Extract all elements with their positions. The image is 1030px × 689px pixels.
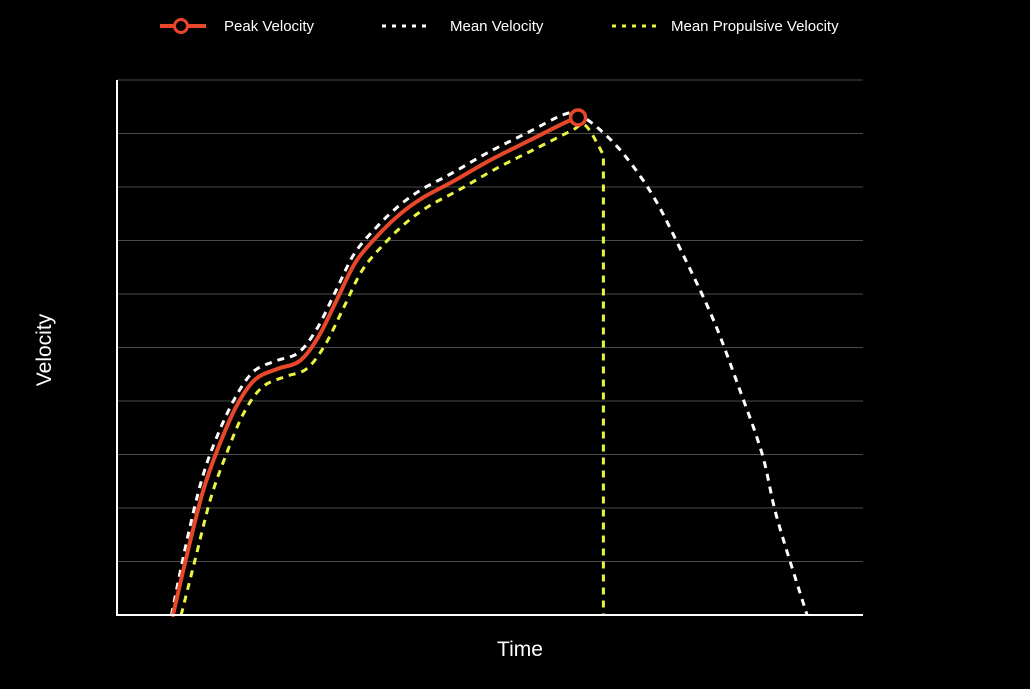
series-line-peak-velocity [170, 115, 581, 617]
legend-item-mean-velocity[interactable]: Mean Velocity [382, 12, 543, 40]
legend: Peak Velocity Mean Velocity Mean Propuls… [0, 12, 1030, 40]
legend-item-peak-velocity[interactable]: Peak Velocity [160, 12, 314, 40]
series-line-mean-propulsive-velocity [179, 122, 605, 616]
legend-swatch-mean-velocity [382, 24, 428, 28]
legend-label-mean-propulsive-velocity: Mean Propulsive Velocity [671, 17, 839, 35]
y-axis-title: Velocity [33, 313, 56, 387]
peak-markers [568, 108, 588, 127]
legend-swatch-mean-propulsive-velocity [612, 24, 658, 28]
legend-swatch-peak-velocity [160, 18, 206, 34]
legend-label-peak-velocity: Peak Velocity [224, 17, 315, 35]
legend-item-mean-propulsive-velocity[interactable]: Mean Propulsive Velocity [612, 12, 839, 40]
gridlines [117, 79, 863, 562]
series-line-mean-velocity [169, 111, 809, 616]
peak-marker-peak-velocity [568, 108, 588, 127]
series-group [169, 111, 809, 617]
x-axis-title: Time [497, 638, 543, 661]
legend-label-mean-velocity: Mean Velocity [450, 17, 544, 35]
